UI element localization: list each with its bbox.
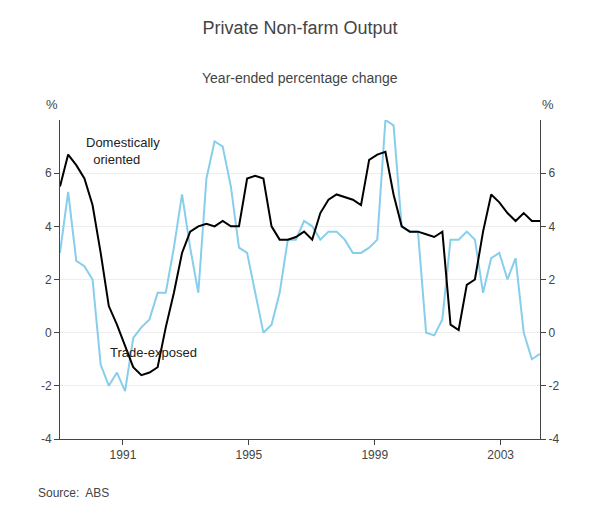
svg-text:6: 6 — [45, 166, 52, 180]
svg-text:-2: -2 — [41, 379, 52, 393]
svg-text:4: 4 — [548, 220, 555, 234]
svg-text:%: % — [46, 97, 58, 112]
svg-text:2: 2 — [45, 273, 52, 287]
svg-text:Trade-exposed: Trade-exposed — [110, 345, 197, 360]
svg-text:Domestically oriented: Domestically oriented — [86, 135, 160, 167]
svg-text:-4: -4 — [41, 432, 52, 446]
svg-text:0: 0 — [548, 326, 555, 340]
svg-text:Year-ended percentage change: Year-ended percentage change — [202, 70, 398, 86]
svg-text:2: 2 — [548, 273, 555, 287]
svg-text:2003: 2003 — [487, 448, 514, 462]
svg-text:1991: 1991 — [110, 448, 137, 462]
svg-text:Private Non-farm Output: Private Non-farm Output — [202, 18, 397, 38]
svg-text:Source: ABS: Source: ABS — [38, 486, 109, 500]
svg-text:-4: -4 — [548, 432, 559, 446]
svg-text:6: 6 — [548, 166, 555, 180]
svg-text:%: % — [542, 97, 554, 112]
svg-text:1999: 1999 — [361, 448, 388, 462]
svg-text:4: 4 — [45, 220, 52, 234]
svg-text:1995: 1995 — [235, 448, 262, 462]
svg-text:-2: -2 — [548, 379, 559, 393]
svg-text:0: 0 — [45, 326, 52, 340]
